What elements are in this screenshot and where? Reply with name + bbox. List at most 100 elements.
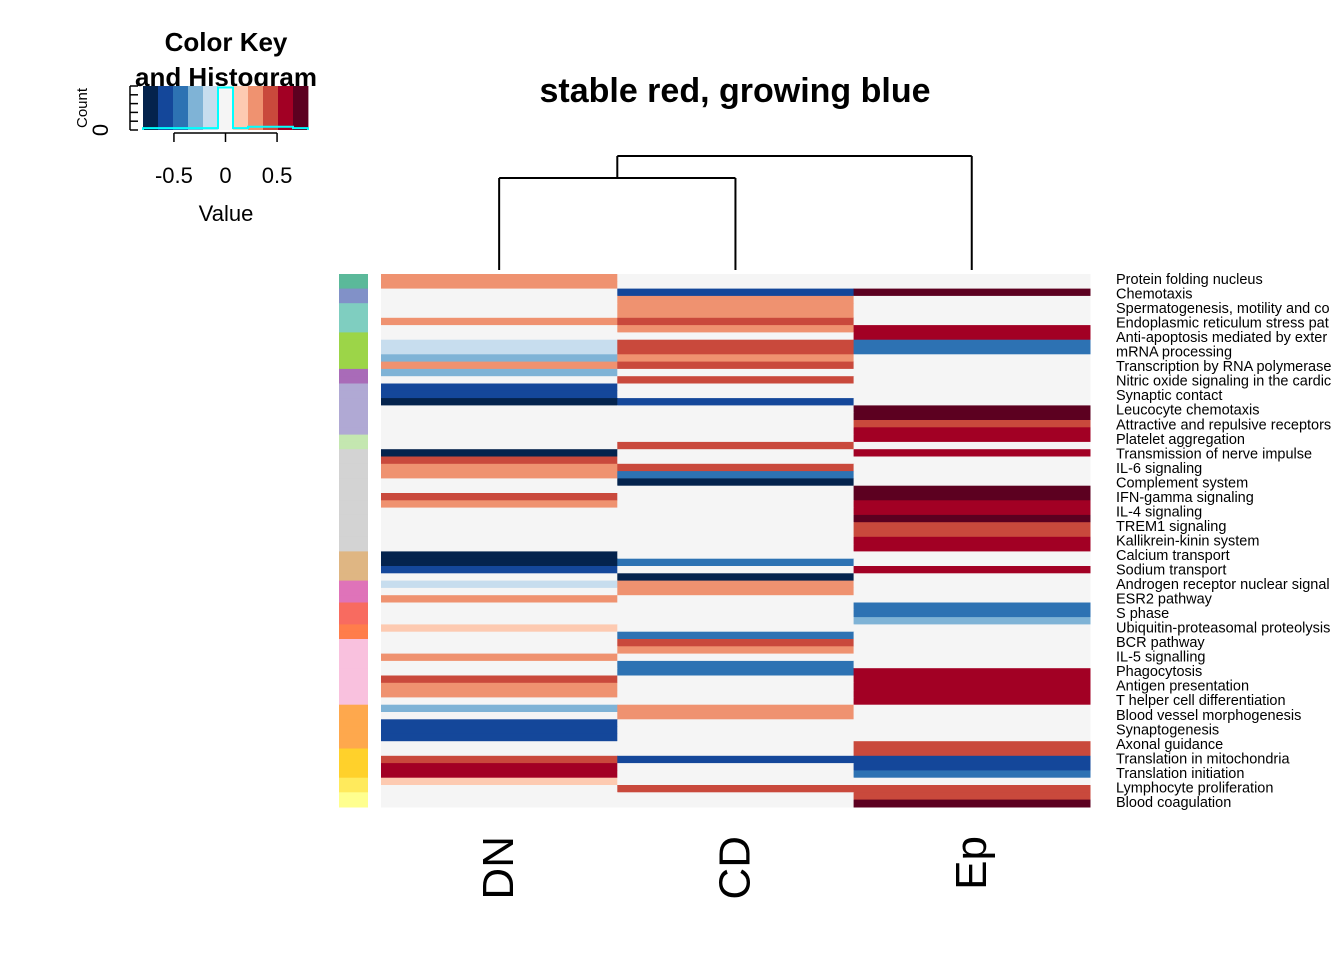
row-side-color xyxy=(339,755,368,764)
row-side-color xyxy=(339,441,368,450)
row-label: Spermatogenesis, motility and co xyxy=(1116,301,1330,317)
color-key-histogram xyxy=(142,86,309,130)
heatmap-cell xyxy=(617,682,855,691)
row-label: Anti-apoptosis mediated by exter xyxy=(1116,330,1327,346)
heatmap-cell xyxy=(853,580,1091,589)
heatmap-cell xyxy=(617,719,855,728)
heatmap-cell xyxy=(853,368,1091,377)
row-side-color xyxy=(339,646,368,655)
row-label: Kallikrein-kinin system xyxy=(1116,533,1259,549)
row-side-color xyxy=(339,507,368,516)
row-side-color xyxy=(339,354,368,363)
row-side-color xyxy=(339,763,368,771)
heatmap-cell xyxy=(617,303,855,312)
heatmap-cell xyxy=(617,690,855,698)
heatmap-cell xyxy=(853,660,1091,669)
heatmap-cell xyxy=(381,704,618,713)
heatmap-cell xyxy=(381,792,618,801)
heatmap-cell xyxy=(381,763,618,771)
row-side-color xyxy=(339,449,368,458)
heatmap-cell xyxy=(617,741,855,750)
row-side-color xyxy=(339,514,368,523)
heatmap-cell xyxy=(853,690,1091,698)
heatmap-cell xyxy=(853,347,1091,355)
heatmap-cell xyxy=(381,493,618,501)
heatmap-cell xyxy=(617,368,855,377)
heatmap-cell xyxy=(617,792,855,801)
heatmap-cell xyxy=(617,609,855,618)
row-side-color xyxy=(339,281,368,290)
heatmap-cell xyxy=(617,449,855,458)
heatmap-cell xyxy=(853,551,1091,560)
heatmap-cell xyxy=(617,529,855,538)
heatmap-cell xyxy=(381,719,618,728)
heatmap-cell xyxy=(381,566,618,574)
row-label: Endoplasmic reticulum stress pat xyxy=(1116,316,1329,332)
heatmap-cell xyxy=(381,682,618,691)
heatmap-cell xyxy=(381,368,618,377)
heatmap-cell xyxy=(381,777,618,786)
row-side-color xyxy=(339,631,368,640)
heatmap-cell xyxy=(381,303,618,312)
heatmap-cell xyxy=(381,449,618,458)
heatmap-cell xyxy=(853,733,1091,742)
row-side-color xyxy=(339,587,368,596)
heatmap-cell xyxy=(853,799,1091,808)
heatmap-cell xyxy=(617,748,855,757)
heatmap-cell xyxy=(853,639,1091,647)
heatmap-cell xyxy=(853,529,1091,538)
heatmap-cell xyxy=(381,274,618,282)
color-key-swatch xyxy=(203,86,219,130)
heatmap-cell xyxy=(617,325,855,333)
heatmap-cell xyxy=(853,493,1091,501)
heatmap-cells xyxy=(381,274,1091,808)
color-key-swatch xyxy=(278,86,294,130)
heatmap-cell xyxy=(617,507,855,516)
heatmap-cell xyxy=(617,704,855,713)
color-key-x-tick-label: -0.5 xyxy=(155,163,193,188)
row-side-color xyxy=(339,456,368,465)
color-key-swatch xyxy=(263,86,279,130)
heatmap-cell xyxy=(617,354,855,363)
row-label: Transcription by RNA polymerase xyxy=(1116,359,1331,375)
heatmap-cell xyxy=(617,332,855,341)
heatmap-cell xyxy=(381,755,618,764)
heatmap-cell xyxy=(617,398,855,406)
heatmap-cell xyxy=(617,558,855,567)
heatmap-cell xyxy=(381,748,618,757)
heatmap-cell xyxy=(381,310,618,319)
heatmap-cell xyxy=(381,398,618,406)
row-side-color xyxy=(339,726,368,735)
heatmap-cell xyxy=(381,485,618,494)
heatmap-cell xyxy=(853,726,1091,735)
heatmap-cell xyxy=(853,478,1091,487)
heatmap-cell xyxy=(853,566,1091,574)
heatmap-cell xyxy=(617,274,855,282)
heatmap-cell xyxy=(617,288,855,297)
heatmap-cell xyxy=(381,580,618,589)
heatmap-cell xyxy=(853,587,1091,596)
row-label: Transmission of nerve impulse xyxy=(1116,446,1312,462)
row-side-color xyxy=(339,799,368,808)
row-side-colors xyxy=(339,274,368,808)
row-label: Sodium transport xyxy=(1116,563,1226,579)
heatmap-cell xyxy=(617,587,855,596)
row-label: Attractive and repulsive receptors xyxy=(1116,417,1331,433)
row-side-color xyxy=(339,595,368,604)
row-side-color xyxy=(339,493,368,501)
row-label: T helper cell differentiation xyxy=(1116,693,1286,709)
heatmap-cell xyxy=(617,500,855,509)
heatmap-cell xyxy=(853,325,1091,333)
heatmap-cell xyxy=(853,456,1091,465)
heatmap-cell xyxy=(381,456,618,465)
heatmap-cell xyxy=(381,646,618,655)
heatmap-cell xyxy=(381,361,618,370)
row-side-color xyxy=(339,529,368,538)
row-side-color xyxy=(339,398,368,406)
row-side-color xyxy=(339,361,368,370)
heatmap-cell xyxy=(853,763,1091,771)
row-label: S phase xyxy=(1116,606,1169,622)
heatmap-cell xyxy=(853,631,1091,640)
heatmap-cell xyxy=(617,536,855,545)
row-side-color xyxy=(339,785,368,793)
